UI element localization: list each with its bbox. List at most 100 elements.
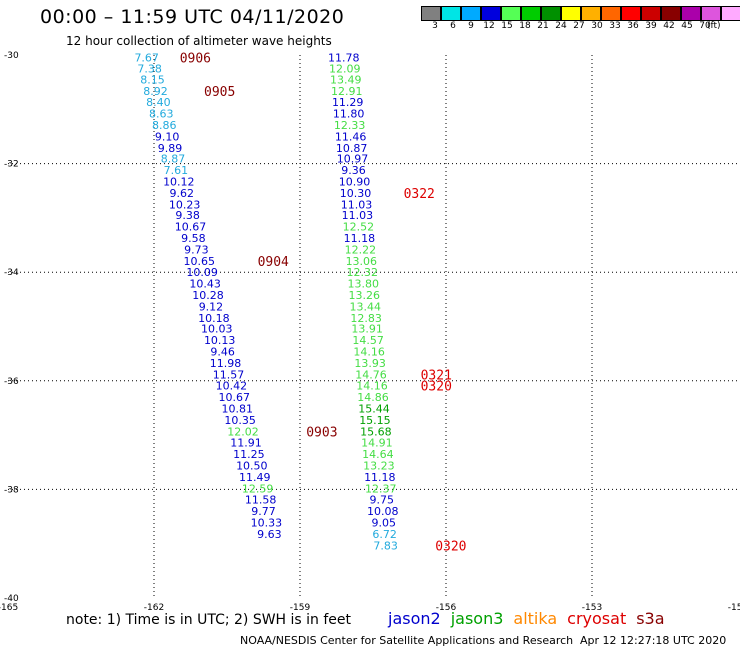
colorbar-label: 70 — [699, 21, 711, 31]
swh-value: 11.49 — [239, 471, 271, 484]
time-label: 0322 — [404, 187, 435, 202]
time-label: 0320 — [421, 380, 452, 395]
colorbar-swatch — [621, 6, 641, 21]
colorbar-label: 39 — [645, 21, 657, 31]
swh-value: 7.67 — [134, 52, 159, 65]
swh-value: 11.18 — [344, 232, 376, 245]
x-tick-label: -150 — [728, 603, 740, 613]
swh-value: 9.05 — [371, 517, 396, 530]
swh-value: 12.32 — [347, 266, 379, 279]
colorbar-swatch — [581, 6, 601, 21]
colorbar-label: 42 — [663, 21, 675, 31]
time-label: 0905 — [204, 85, 235, 100]
y-tick-label: -30 — [4, 51, 19, 61]
swh-value: 11.18 — [364, 471, 396, 484]
time-label: 0904 — [258, 255, 289, 270]
swh-value: 10.90 — [339, 176, 371, 189]
swh-value: 11.46 — [335, 130, 367, 143]
swh-value: 14.16 — [353, 345, 385, 358]
swh-value: 8.87 — [161, 153, 186, 166]
satellite-legend: jason2 jason3 altika cryosat s3a — [388, 609, 675, 628]
colorbar-label: 30 — [591, 21, 603, 31]
swh-value: 9.38 — [175, 209, 200, 222]
swh-value: 8.63 — [149, 108, 174, 121]
swh-value: 11.91 — [230, 437, 262, 450]
swh-value: 13.23 — [363, 460, 395, 473]
swh-value: 10.03 — [201, 323, 233, 336]
legend-jason2: jason2 — [388, 609, 441, 628]
swh-value: 9.36 — [341, 164, 366, 177]
y-tick-label: -40 — [4, 594, 19, 604]
colorbar-swatch — [501, 6, 521, 21]
colorbar-swatch — [441, 6, 461, 21]
swh-value: 10.30 — [340, 187, 372, 200]
swh-value: 15.44 — [358, 402, 390, 415]
swh-value: 10.18 — [198, 312, 230, 325]
swh-value: 14.76 — [355, 368, 387, 381]
swh-value: 11.25 — [233, 448, 265, 461]
swh-value: 12.37 — [365, 482, 397, 495]
colorbar-swatch — [721, 6, 740, 21]
swh-value: 13.49 — [330, 73, 362, 86]
swh-value: 11.29 — [332, 96, 364, 109]
swh-value: 8.86 — [152, 119, 177, 132]
swh-value: 14.57 — [352, 334, 384, 347]
swh-value: 15.15 — [359, 414, 391, 427]
colorbar-swatch — [641, 6, 661, 21]
swh-value: 6.72 — [372, 528, 397, 541]
swh-value: 10.12 — [163, 176, 195, 189]
swh-value: 9.73 — [184, 243, 209, 256]
swh-value: 11.80 — [333, 108, 365, 121]
swh-value: 10.67 — [219, 391, 251, 404]
swh-value: 9.58 — [181, 232, 206, 245]
swh-value: 11.57 — [213, 368, 245, 381]
colorbar-labels: 3 6 9 12 15 18 21 24 27 30 33 36 39 42 45 70 — [421, 21, 740, 35]
swh-value: 10.09 — [186, 266, 218, 279]
time-label: 0320 — [435, 539, 466, 554]
colorbar-label: 36 — [627, 21, 639, 31]
colorbar-label: 3 — [432, 21, 438, 31]
swh-value: 10.23 — [169, 198, 201, 211]
colorbar-label: 45 — [681, 21, 693, 31]
colorbar-label: 18 — [519, 21, 531, 31]
swh-value: 10.13 — [204, 334, 236, 347]
swh-value: 12.22 — [345, 243, 377, 256]
swh-value: 9.12 — [199, 300, 224, 313]
swh-value: 14.91 — [361, 437, 393, 450]
colorbar-label: 15 — [501, 21, 513, 31]
y-tick-label: -32 — [4, 160, 19, 170]
swh-value: 10.43 — [189, 278, 221, 291]
swh-value: 10.33 — [251, 517, 283, 530]
wave-height-colorbar — [421, 6, 740, 21]
swh-value: 13.26 — [348, 289, 380, 302]
colorbar-swatch — [561, 6, 581, 21]
swh-value: 10.35 — [224, 414, 256, 427]
colorbar-swatch — [461, 6, 481, 21]
swh-value: 7.38 — [137, 63, 162, 76]
swh-value: 10.28 — [192, 289, 224, 302]
colorbar-label: 33 — [609, 21, 621, 31]
swh-value: 10.42 — [216, 380, 248, 393]
swh-value: 11.03 — [342, 209, 374, 222]
colorbar-swatch — [421, 6, 441, 21]
y-tick-label: -34 — [4, 268, 19, 278]
swh-value: 12.52 — [343, 221, 375, 234]
x-tick-label: -153 — [582, 603, 602, 613]
time-label: 0321 — [421, 368, 452, 383]
swh-value: 14.86 — [357, 391, 389, 404]
colorbar-swatch — [541, 6, 561, 21]
swh-value: 9.89 — [158, 142, 183, 155]
x-tick-label: -162 — [144, 603, 164, 613]
legend-jason3: jason3 — [450, 609, 504, 628]
colorbar-swatch — [521, 6, 541, 21]
footer-timestamp: Apr 12 12:27:18 UTC 2020 — [580, 634, 727, 647]
colorbar-swatch — [481, 6, 501, 21]
colorbar-swatch — [661, 6, 681, 21]
x-tick-label: -165 — [0, 603, 18, 613]
swh-value: 13.91 — [351, 323, 383, 336]
swh-value: 14.16 — [356, 380, 388, 393]
swh-value: 10.97 — [337, 153, 369, 166]
swh-value: 8.92 — [143, 85, 168, 98]
legend-s3a: s3a — [636, 609, 665, 628]
chart-title: 00:00 – 11:59 UTC 04/11/2020 — [40, 6, 345, 28]
